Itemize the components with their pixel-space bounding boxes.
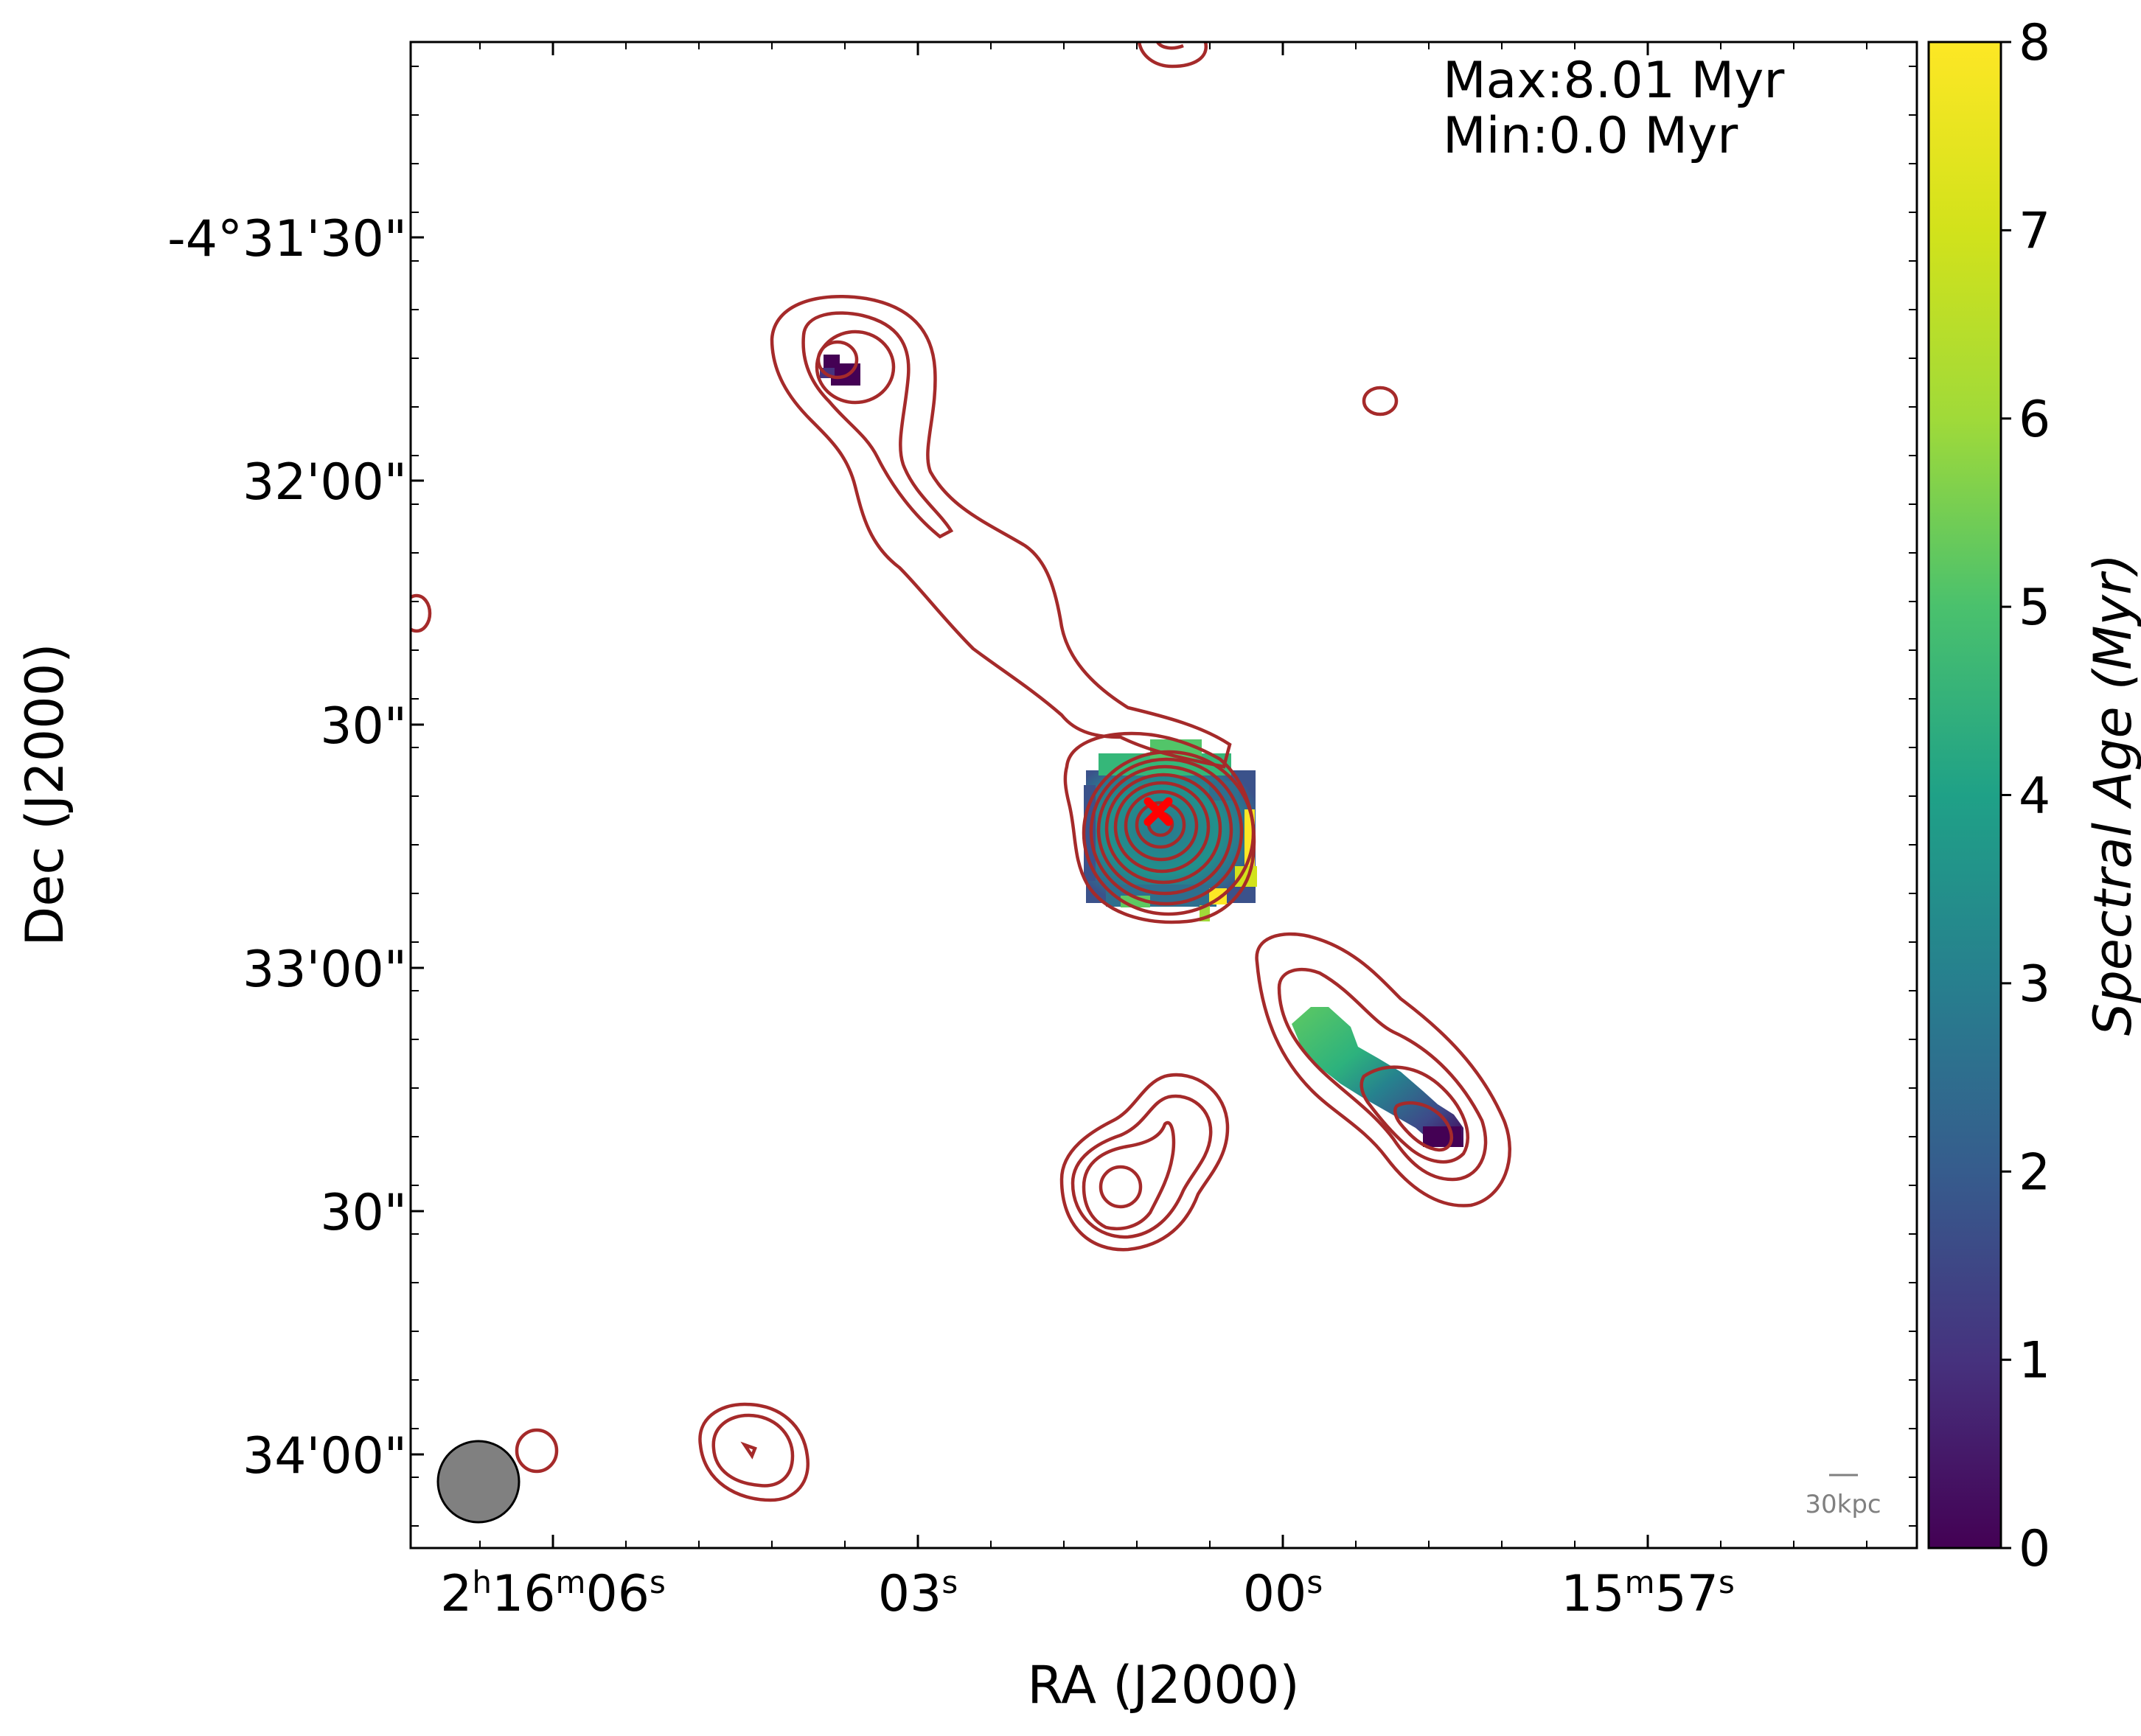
contour-north-4	[816, 340, 859, 380]
contour-core-outer	[1063, 731, 1256, 924]
colorbar-tick-label: 4	[2019, 767, 2050, 826]
colorbar-label: Spectral Age (Myr)	[2083, 554, 2141, 1036]
contour-top-edge-inner	[1156, 42, 1184, 50]
contour-top-edge	[1137, 42, 1208, 69]
colorbar-ticks: 0 1 2 3 4 5 6 7 8	[2001, 14, 2050, 1578]
contour-south-outer	[1255, 932, 1511, 1207]
south-lobe-pixels	[1292, 1007, 1463, 1147]
contour-small-left	[411, 593, 432, 633]
contour-north-2	[801, 311, 954, 539]
contour-small-bottom-left	[515, 1428, 559, 1474]
y-tick-label: 30"	[320, 697, 407, 756]
x-tick-label: 2h16m06s	[440, 1564, 666, 1623]
contour-bottom-3	[740, 1441, 757, 1460]
contour-jet-outer	[770, 295, 1232, 769]
contour-mid-3	[1082, 1120, 1176, 1231]
y-axis-label: Dec (J2000)	[15, 643, 75, 946]
colorbar-tick-label: 3	[2019, 955, 2050, 1014]
x-tick-label: 00s	[1243, 1564, 1323, 1623]
colorbar-tick-label: 0	[2019, 1520, 2050, 1578]
beam-ellipse	[436, 1440, 521, 1524]
y-tick-label: 30"	[320, 1184, 407, 1242]
colorbar-tick-label: 6	[2019, 391, 2050, 449]
contour-core-5	[1104, 773, 1222, 885]
contour-core-8	[1135, 801, 1186, 849]
contour-bottom-outer	[698, 1402, 810, 1502]
colorbar-tick-label: 8	[2019, 14, 2050, 72]
y-tick-labels: -4°31'30" 32'00" 30" 33'00" 30" 34'00"	[167, 210, 407, 1485]
y-axis	[411, 236, 424, 1456]
x-tick-label: 03s	[878, 1564, 958, 1623]
contours	[411, 42, 1511, 1502]
y-tick-label: 32'00"	[243, 453, 407, 512]
host-marker	[1143, 797, 1173, 826]
image-layer: 30kpc Max:8.01 Myr Min:0.0 Myr	[411, 42, 1881, 1524]
y-tick-label: 34'00"	[243, 1427, 407, 1485]
colorbar-tick-label: 2	[2019, 1143, 2050, 1202]
contour-bottom-2	[711, 1413, 795, 1488]
x-axis-label: RA (J2000)	[1027, 1655, 1299, 1715]
colorbar: 0 1 2 3 4 5 6 7 8 Spectral Age (Myr)	[1927, 14, 2141, 1578]
contour-mid-2	[1070, 1094, 1213, 1239]
contour-core-4	[1096, 764, 1233, 896]
min-age-text: Min:0.0 Myr	[1443, 107, 1738, 165]
max-age-text: Max:8.01 Myr	[1443, 52, 1784, 110]
contour-north-3	[815, 330, 896, 405]
contour-small-right	[1362, 386, 1399, 416]
y-axis-minor-ticks	[411, 66, 1917, 1527]
colorbar-gradient	[1927, 41, 2002, 1549]
contour-core-3	[1089, 757, 1244, 906]
x-axis	[551, 42, 1649, 1548]
scalebar-label: 30kpc	[1805, 1490, 1881, 1519]
contour-south-2	[1277, 967, 1488, 1182]
x-tick-labels: 2h16m06s 03s 00s 15m57s	[440, 1564, 1735, 1623]
contour-south-3	[1360, 1065, 1470, 1164]
y-tick-label: 33'00"	[243, 941, 407, 999]
axes-frame	[409, 41, 1918, 1549]
y-tick-label: -4°31'30"	[167, 210, 407, 268]
contour-mid-4	[1099, 1165, 1143, 1209]
contour-core-7	[1124, 789, 1199, 862]
contour-mid-outer	[1059, 1073, 1230, 1252]
colorbar-tick-label: 5	[2019, 579, 2050, 637]
x-tick-label: 15m57s	[1561, 1564, 1735, 1623]
contour-south-4	[1393, 1101, 1454, 1152]
contour-core-2	[1082, 750, 1256, 916]
contour-core-6	[1113, 781, 1211, 874]
colorbar-tick-label: 1	[2019, 1332, 2050, 1390]
colorbar-tick-label: 7	[2019, 202, 2050, 260]
